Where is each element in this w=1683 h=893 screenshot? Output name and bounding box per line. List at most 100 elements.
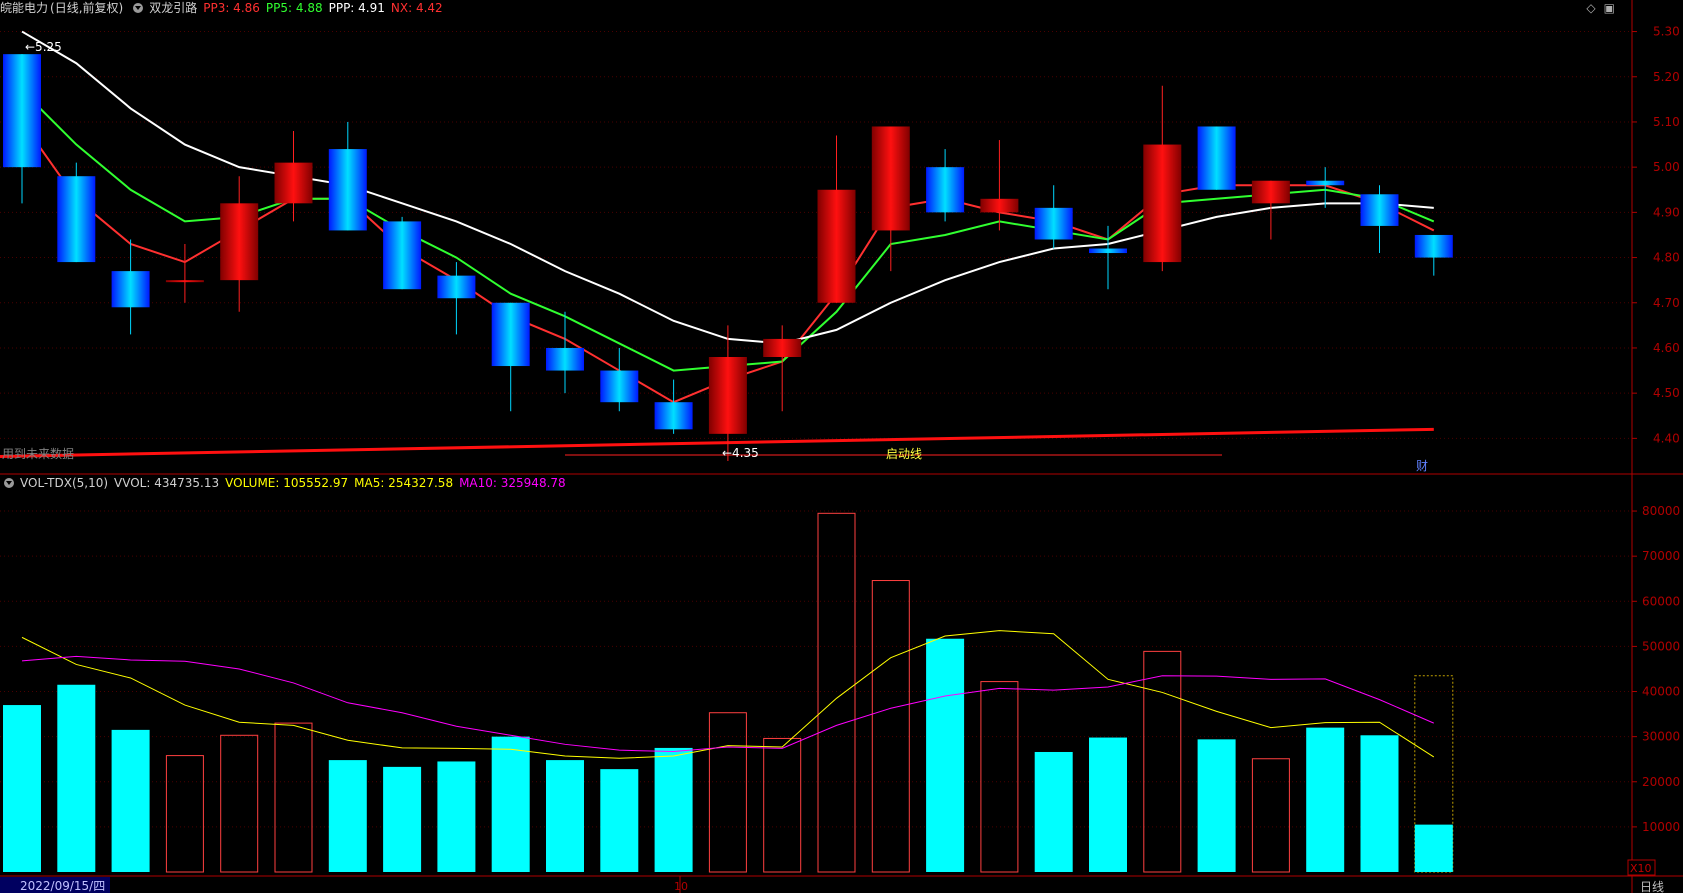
candle-body [1089,248,1127,254]
volume-value: VOLUME: 105552.97 [225,476,349,490]
candle-body [274,162,313,204]
volume-bar [708,712,747,873]
volume-bar [491,736,530,872]
volume-bar [3,705,41,872]
price-header: 皖能电力 (日线,前复权) 双龙引路 PP3: 4.86 PP5: 4.88 PPP: 4… [0,0,449,16]
ppp-value: PPP: 4.91 [328,1,385,15]
scale-box [1627,859,1656,876]
candle-body [871,126,910,231]
window-controls: ◇ ▣ [1578,1,1615,15]
volume-bar [763,737,802,873]
series-line-nx [0,427,1434,458]
volume-bar [1197,739,1236,872]
volume-bar [1143,650,1182,873]
candle-body [1197,126,1236,190]
volume-bar [1034,751,1073,872]
price-tick-label: 4.80 [1653,251,1680,265]
candle-body [437,275,476,299]
volume-bar [926,638,965,872]
volume-bar [654,747,693,872]
volume-bar [546,760,584,872]
candle-body [491,302,530,367]
candle-body [654,402,693,430]
vvol-value: VVOL: 434735.13 [114,476,220,490]
candle-body [383,221,422,290]
diamond-icon[interactable]: ◇ [1586,1,1596,15]
candle-body [1034,207,1073,240]
volume-header: VOL-TDX(5,10) VVOL: 434735.13 VOLUME: 1055… [0,475,572,491]
volume-tick-label: 80000 [1642,504,1680,518]
scale-label: X10 [1630,862,1652,875]
future-data-warning: 用到未来数据 [2,446,74,461]
candle-body [546,347,584,371]
volume-tick-label: 60000 [1642,594,1680,608]
volume-bar [165,755,204,873]
start-line-label: 启动线 [886,447,922,461]
month-label: 10 [674,880,688,893]
volume-bar [871,580,910,873]
volume-bar [980,681,1019,873]
series-line-ma10 [21,655,1434,753]
price-tick-label: 5.30 [1653,25,1680,39]
candle-body [1143,144,1182,263]
nx-value: NX: 4.42 [390,1,443,15]
candle-body [3,54,41,168]
dropdown-icon[interactable] [133,3,144,13]
ma5-value: MA5: 254327.58 [354,476,454,490]
candle-body [1306,180,1345,186]
price-tick-label: 4.40 [1653,431,1680,445]
candle-body [600,370,639,403]
restore-icon[interactable]: ▣ [1603,1,1615,15]
date-box [0,877,110,893]
high-price-marker: ←5.25 [25,40,62,54]
date-label: 2022/09/15/四 [20,879,105,893]
price-tick-label: 5.10 [1653,115,1680,129]
volume-tick-label: 30000 [1642,730,1680,744]
period-tab: 日线 [1640,880,1664,893]
indicator-name: 双龙引路 [149,1,198,15]
volume-bar [1414,824,1453,872]
price-tick-label: 4.60 [1653,341,1680,355]
candle-body [763,338,802,357]
candle-body [220,203,259,281]
volume-tick-label: 50000 [1642,639,1680,653]
candle-body [817,189,856,303]
volume-tick-label: 70000 [1642,549,1680,563]
price-tick-label: 4.90 [1653,205,1680,219]
candle-body [1360,194,1399,226]
pp5-value: PP5: 4.88 [265,1,323,15]
price-tick-label: 5.20 [1653,70,1680,84]
volume-bar [111,729,150,872]
price-tick-label: 5.00 [1653,160,1680,174]
candle-body [980,198,1019,213]
low-price-marker: ←4.35 [722,446,759,460]
stock-name: 皖能电力 [0,1,49,15]
volume-bar [274,722,313,873]
volume-tick-label: 10000 [1642,820,1680,834]
pp3-value: PP3: 4.86 [203,1,260,15]
finance-marker: 财 [1416,459,1428,473]
candle-body [708,357,747,434]
vol-indicator-name: VOL-TDX(5,10) [20,476,109,490]
volume-tick-label: 40000 [1642,685,1680,699]
volume-bar [1251,758,1290,873]
period-label: (日线,前复权) [50,1,124,15]
candle-body [926,167,965,213]
dropdown-icon[interactable] [4,478,14,488]
candle-body [165,280,204,283]
volume-bar [328,760,367,872]
volume-tick-label: 20000 [1642,775,1680,789]
volume-bar [383,766,422,872]
price-tick-label: 4.70 [1653,296,1680,310]
volume-bar [1306,727,1345,872]
volume-bar [220,734,259,873]
volume-bar [600,769,639,872]
series-line-ma5 [21,630,1435,759]
ma10-value: MA10: 325948.78 [459,476,566,490]
candle-body [328,149,367,231]
volume-bar [817,512,856,873]
candle-body [57,176,96,263]
volume-bar [1360,735,1399,872]
candle-body [1251,180,1290,204]
